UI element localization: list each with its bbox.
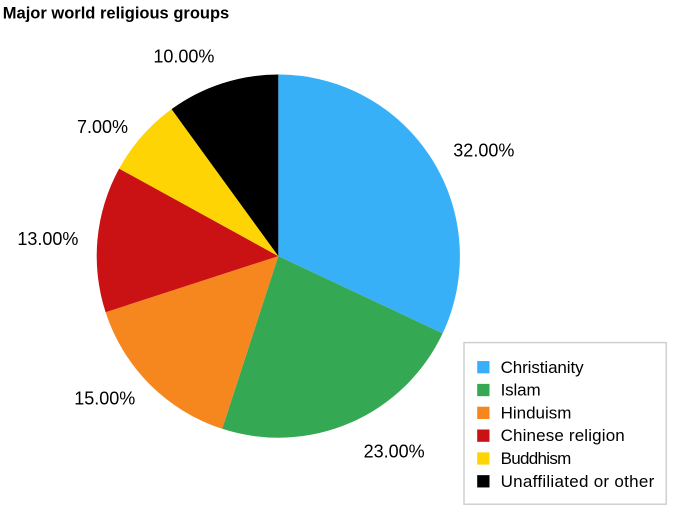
svg-text:Major world religious groups: Major world religious groups [3, 5, 229, 23]
svg-text:15.00%: 15.00% [74, 388, 135, 408]
svg-text:23.00%: 23.00% [364, 442, 425, 462]
svg-text:7.00%: 7.00% [77, 117, 128, 137]
svg-text:Christianity: Christianity [501, 358, 584, 377]
svg-text:Unaffiliated or other: Unaffiliated or other [501, 472, 655, 491]
svg-text:Islam: Islam [501, 381, 541, 400]
svg-text:13.00%: 13.00% [17, 229, 78, 249]
svg-text:32.00%: 32.00% [453, 141, 514, 161]
svg-text:Chinese religion: Chinese religion [501, 426, 625, 445]
svg-text:10.00%: 10.00% [153, 47, 214, 67]
svg-text:Buddhism: Buddhism [501, 449, 572, 468]
svg-text:Hinduism: Hinduism [501, 403, 572, 422]
